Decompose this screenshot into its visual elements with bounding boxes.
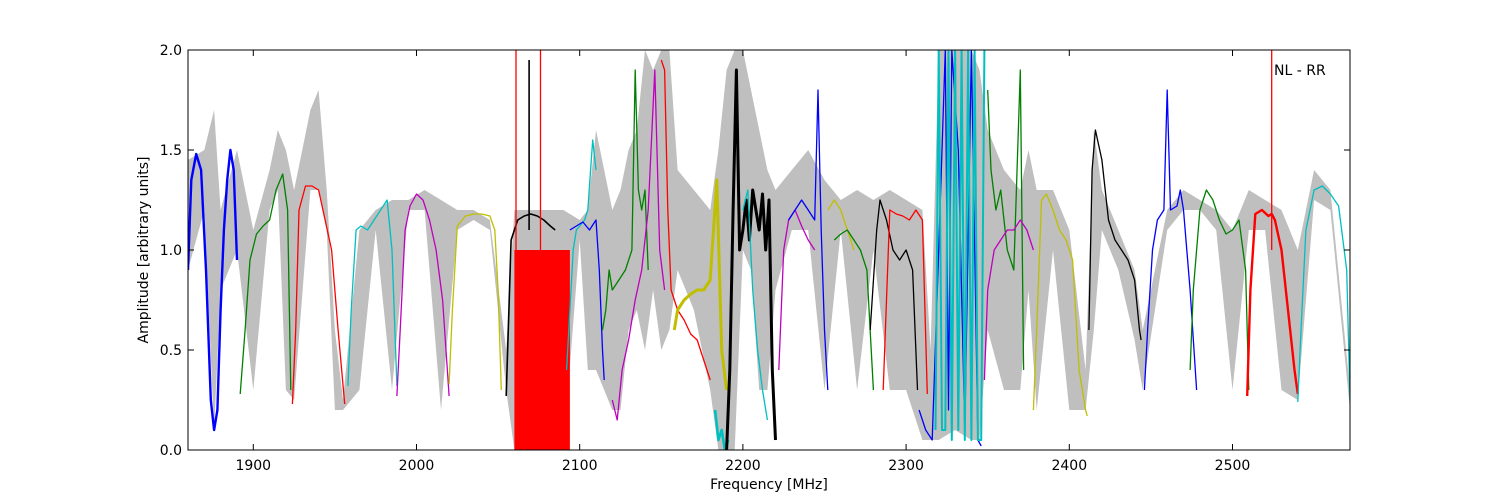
series-lines [188, 50, 1350, 450]
x-tick-label: 2500 [1215, 458, 1251, 474]
series-line-0 [188, 148, 239, 432]
series-line-19 [833, 229, 875, 391]
series-line-21 [882, 209, 928, 395]
x-tick-label: 1900 [235, 458, 271, 474]
series-line-20 [869, 199, 919, 391]
series-line-25 [983, 219, 1035, 381]
x-tick-label: 2100 [562, 458, 598, 474]
y-axis-label: Amplitude [arbitrary units] [136, 157, 152, 344]
series-line-7 [565, 139, 597, 371]
x-tick-label: 2200 [725, 458, 761, 474]
series-line-12 [672, 178, 729, 391]
series-line-15 [742, 189, 769, 421]
series-line-26 [1032, 193, 1088, 417]
series-line-28 [1143, 89, 1198, 391]
series-line-23 [934, 50, 986, 441]
y-axis-ticks: 0.0 0.5 1.0 1.5 2.0 [160, 43, 1350, 459]
series-line-2 [291, 185, 346, 405]
y-tick-label: 1.5 [160, 143, 182, 159]
fill-band-0 [514, 250, 570, 450]
x-tick-label: 2400 [1051, 458, 1087, 474]
series-line-9 [601, 69, 649, 331]
series-line-11 [660, 59, 711, 381]
series-line-5 [448, 213, 502, 391]
series-line-31 [1297, 185, 1350, 403]
series-line-29 [1189, 189, 1250, 391]
series-line-24 [987, 69, 1025, 371]
series-line-1 [239, 173, 292, 395]
y-tick-label: 0.0 [160, 443, 182, 459]
x-tick-label: 2000 [399, 458, 435, 474]
series-line-17 [788, 89, 829, 391]
x-axis-label: Frequency [MHz] [710, 477, 828, 493]
x-tick-label: 2300 [888, 458, 924, 474]
series-line-8 [569, 219, 605, 381]
series-line-14 [725, 68, 777, 450]
series-line-10 [611, 69, 666, 421]
station-annotation: NL - RR [1274, 63, 1326, 79]
filled-bands [514, 250, 570, 450]
series-line-3 [347, 199, 398, 387]
series-line-6 [505, 213, 556, 397]
series-line-18 [827, 199, 855, 251]
series-line-4 [396, 193, 450, 397]
y-tick-label: 2.0 [160, 43, 182, 59]
y-tick-label: 0.5 [160, 343, 182, 359]
series-line-27 [1088, 129, 1142, 341]
x-axis-ticks: 1900 2000 2100 2200 2300 2400 2500 [235, 50, 1250, 474]
y-tick-label: 1.0 [160, 243, 182, 259]
